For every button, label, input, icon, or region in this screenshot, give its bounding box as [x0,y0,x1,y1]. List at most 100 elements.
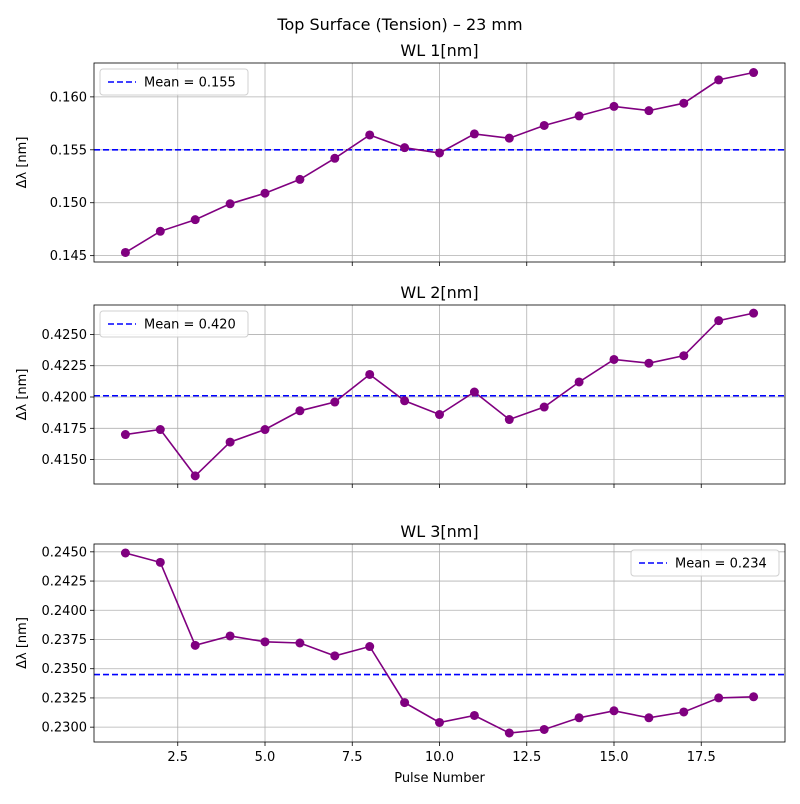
y-tick-label: 0.145 [50,249,87,264]
data-point [295,174,305,184]
data-point [330,651,340,661]
y-tick-label: 0.150 [50,196,87,211]
data-point [714,75,724,85]
data-point [225,437,235,447]
y-tick-label: 0.2375 [42,633,88,648]
x-tick-label: 12.5 [512,750,541,765]
data-point [469,710,479,720]
subplot-1: WL 1[nm] Δλ [nm] 0.145 0.150 0.155 0.160 Mean … [15,41,786,266]
data-point [365,369,375,379]
data-point [539,120,549,130]
data-point [400,143,410,153]
data-point [400,698,410,708]
subplot-title: WL 2[nm] [400,283,478,302]
data-point [749,68,759,78]
data-point [574,713,584,723]
data-point [504,133,514,143]
subplot-title: WL 3[nm] [400,522,478,541]
data-point [190,215,200,225]
data-point [260,637,270,647]
data-point [225,199,235,209]
legend-box [99,68,249,96]
subplots-group: WL 1[nm] Δλ [nm] 0.145 0.150 0.155 0.160 Mean … [15,41,786,765]
data-point [435,410,444,420]
data-point [365,130,375,140]
legend-box [99,310,249,338]
data-point [574,111,584,121]
data-point [155,557,165,567]
data-point [260,425,270,435]
axes-frame [93,62,786,263]
data-point [714,693,724,703]
data-point [260,188,270,198]
data-point [155,226,165,236]
data-point [469,387,479,397]
y-tick-label: 0.2425 [42,575,88,590]
x-tick-label: 7.5 [342,750,363,765]
data-point [749,308,759,318]
data-point [435,717,444,727]
y-tick-label: 0.4150 [42,453,88,468]
figure-suptitle: Top Surface (Tension) – 23 mm [276,15,522,34]
x-tick-label: 2.5 [167,750,188,765]
data-point [574,377,584,387]
y-tick-label: 0.2350 [42,662,88,677]
data-point [644,106,654,116]
data-point [330,153,340,163]
legend-box [630,549,780,577]
y-tick-label: 0.2400 [42,604,88,619]
data-point [609,354,619,364]
data-point [749,692,759,702]
data-point [295,638,305,648]
y-tick-label: 0.4200 [42,391,88,406]
y-tick-label: 0.4250 [42,328,88,343]
data-point [644,713,654,723]
y-tick-label: 0.4175 [42,422,88,437]
axes-frame [93,543,786,743]
y-axis-label: Δλ [nm] [15,617,30,669]
legend-label: Mean = 0.234 [675,557,767,572]
data-point [295,406,305,416]
subplot-title: WL 1[nm] [400,41,478,60]
data-point [400,396,410,406]
data-point [644,358,654,368]
data-point [190,640,200,650]
y-tick-label: 0.155 [50,143,87,158]
y-axis-label: Δλ [nm] [15,137,30,189]
data-point [504,728,514,738]
data-point [714,316,724,326]
data-point [609,101,619,111]
data-point [679,98,689,108]
x-tick-label: 17.5 [687,750,716,765]
data-point [120,430,130,440]
data-point [609,706,619,716]
legend-label: Mean = 0.420 [144,318,236,333]
data-point [469,129,479,139]
data-point [365,642,375,652]
data-point [539,724,549,734]
y-axis-label: Δλ [nm] [15,369,30,421]
y-tick-label: 0.2450 [42,545,88,560]
data-point [225,631,235,641]
data-point [679,707,689,717]
data-point [120,548,130,558]
legend-label: Mean = 0.155 [144,76,236,91]
data-point [330,397,340,407]
subplot-2: WL 2[nm] Δλ [nm] 0.4150 0.4175 0.4200 0.4225 0… [15,283,786,488]
y-tick-label: 0.160 [50,90,87,105]
x-tick-label: 10.0 [425,750,454,765]
x-tick-label: 5.0 [255,750,276,765]
data-point [504,415,514,425]
y-tick-label: 0.4225 [42,359,88,374]
data-point [539,402,549,412]
data-point [679,351,689,361]
data-point [155,425,165,435]
data-point [120,247,130,257]
x-tick-label: 15.0 [600,750,629,765]
x-axis-label: Pulse Number [394,771,485,786]
axes-frame [93,304,786,485]
subplot-3: WL 3[nm] Δλ [nm] 0.2300 0.2325 0.2350 0.2375 0… [15,522,786,765]
